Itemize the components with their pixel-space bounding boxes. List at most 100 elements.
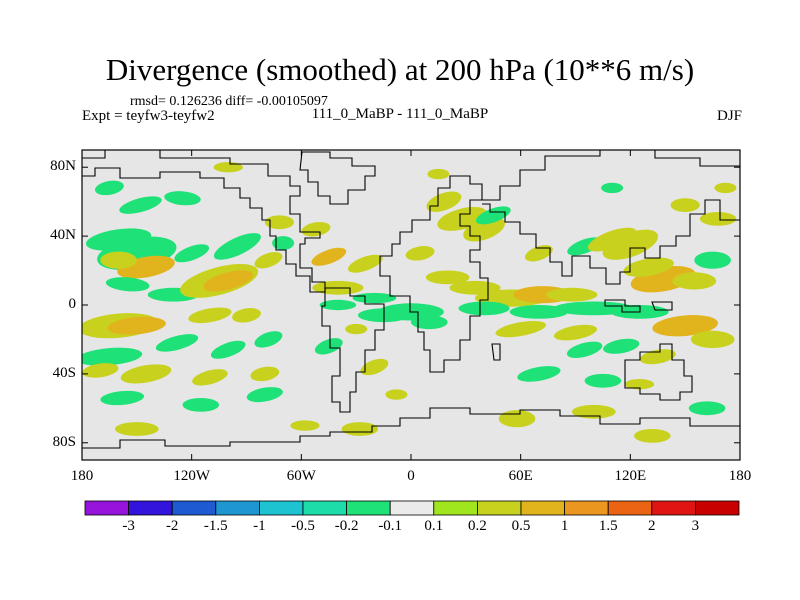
contour-blob	[264, 215, 294, 230]
colorbar-label: 0.2	[468, 518, 487, 534]
contour-blob	[341, 422, 379, 436]
colorbar	[84, 500, 740, 516]
contour-blob	[425, 270, 470, 285]
x-tick-label: 120E	[614, 468, 647, 484]
y-tick-label: 80S	[52, 433, 76, 450]
coastline-madagascar	[491, 343, 501, 361]
case-label: 111_0_MaBP - 111_0_MaBP	[311, 106, 489, 122]
coastline-antarctica	[82, 407, 740, 449]
season-label: DJF	[716, 108, 742, 124]
coastline-africa-europe	[379, 175, 489, 373]
x-tick-label: 180	[728, 468, 752, 484]
colorbar-swatch	[651, 500, 696, 516]
contour-blob	[509, 305, 569, 319]
contour-blob	[495, 320, 546, 338]
contour-blob	[114, 422, 159, 436]
colorbar-label: 0.5	[511, 518, 531, 534]
contour-blob	[714, 182, 737, 194]
contour-blob	[232, 308, 261, 323]
contour-blob	[688, 401, 726, 416]
x-tick-label: 60E	[508, 468, 533, 484]
stats-text: rmsd= 0.126236 diff= -0.00105097	[130, 94, 328, 109]
colorbar-label: -0.5	[291, 518, 315, 534]
contour-blob	[498, 410, 536, 428]
contour-blob	[246, 387, 283, 403]
colorbar-swatch	[215, 500, 260, 516]
contour-blob	[82, 347, 143, 366]
contour-blob	[694, 251, 731, 269]
colorbar-swatch	[389, 500, 435, 516]
contour-blob	[670, 198, 700, 213]
contour-blob	[82, 363, 119, 378]
colorbar-swatch	[564, 500, 609, 516]
contour-blob	[213, 162, 243, 173]
contour-blob	[347, 254, 383, 273]
contour-blob	[120, 364, 172, 384]
contour-blob	[272, 236, 295, 250]
colorbar-swatch	[258, 500, 304, 516]
colorbar-swatch	[128, 500, 173, 516]
contour-blob	[546, 287, 598, 302]
colorbar-swatch	[84, 500, 129, 516]
contour-blob	[164, 191, 201, 206]
x-tick-label: 0	[407, 468, 415, 484]
contour-blob	[602, 229, 659, 260]
contour-blob	[155, 334, 199, 352]
contour-blob	[311, 247, 347, 266]
contour-blob	[360, 358, 389, 376]
contour-blob	[517, 366, 561, 382]
colorbar-swatch	[346, 500, 391, 516]
colorbar-swatch	[695, 500, 740, 516]
plot-title: Divergence (smoothed) at 200 hPa (10**6 …	[105, 52, 695, 87]
contour-blob	[634, 429, 671, 443]
colorbar-swatch	[476, 500, 522, 516]
coastline-asia	[482, 150, 740, 285]
colorbar-label: -2	[165, 518, 179, 534]
y-tick-label: 80N	[50, 158, 76, 175]
contour-blob	[458, 301, 510, 316]
contour-blob	[319, 299, 357, 311]
contour-blob	[213, 233, 261, 260]
colorbar-swatch	[433, 500, 478, 516]
contour-blob	[426, 191, 462, 212]
contour-blob	[584, 373, 622, 388]
contour-blob	[475, 206, 511, 225]
contour-blob	[524, 245, 553, 262]
contour-blob	[203, 270, 254, 292]
colorbar-swatch	[520, 500, 565, 516]
contour-blob	[254, 252, 283, 269]
contour-blob	[182, 398, 220, 412]
colorbar-label: -3	[122, 518, 135, 534]
contour-blob	[699, 212, 737, 226]
colorbar-label: -1	[253, 518, 266, 534]
x-tick-label: 180	[70, 468, 94, 484]
contour-blob	[405, 246, 435, 261]
contour-blob	[94, 180, 124, 196]
colorbar-label: 2	[648, 518, 656, 534]
contour-blob	[105, 277, 150, 292]
contour-blob	[690, 330, 735, 348]
y-tick-label: 40S	[52, 364, 76, 381]
contour-blob	[672, 272, 717, 290]
colorbar-label: 1.5	[598, 518, 618, 534]
contour-blob	[119, 196, 162, 214]
coastline-australia	[624, 343, 693, 401]
contour-blob	[210, 340, 246, 359]
colorbar-swatch	[302, 500, 347, 516]
contour-blob	[345, 323, 368, 335]
contour-blob	[192, 369, 228, 386]
contour-blob	[314, 338, 343, 355]
contour-blob	[624, 379, 655, 390]
colorbar-swatch	[607, 500, 653, 516]
colorbar-swatch	[171, 500, 217, 516]
contour-blob	[188, 307, 232, 324]
contour-blob	[652, 315, 718, 337]
x-tick-label: 120W	[173, 468, 210, 484]
contour-blob	[463, 216, 505, 242]
contour-blob	[301, 221, 331, 237]
y-tick-label: 0	[68, 296, 77, 312]
contour-blob	[427, 168, 450, 180]
colorbar-label: 0.1	[424, 518, 444, 534]
contour-blob	[250, 366, 280, 382]
